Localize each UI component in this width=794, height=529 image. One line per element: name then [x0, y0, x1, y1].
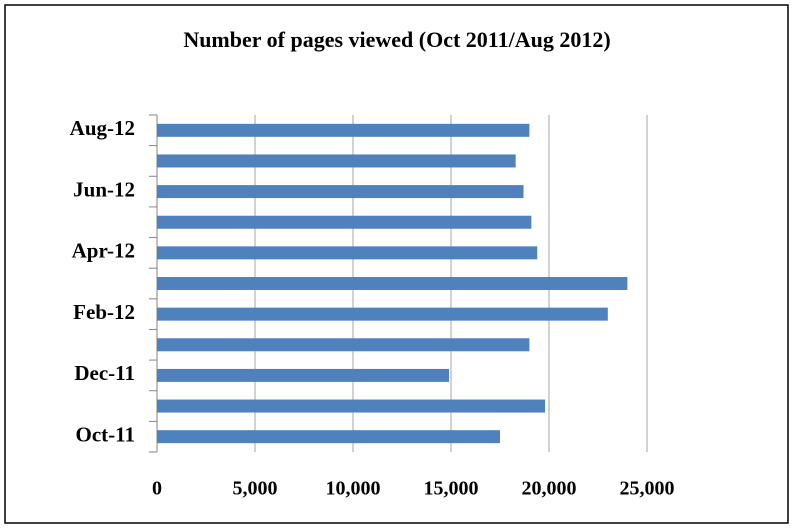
bar — [157, 430, 500, 444]
bar — [157, 338, 530, 352]
y-tick-label: Oct-11 — [76, 422, 135, 446]
bar — [157, 215, 532, 229]
y-tick-label: Aug-12 — [70, 116, 135, 140]
bar — [157, 368, 450, 382]
bar — [157, 307, 608, 321]
x-tick-label: 20,000 — [522, 478, 577, 500]
bar — [157, 154, 516, 168]
x-tick-label: 5,000 — [233, 478, 278, 500]
y-tick-label: Dec-11 — [74, 361, 135, 385]
y-tick-label: Apr-12 — [72, 239, 135, 263]
y-tick-label: Feb-12 — [73, 300, 135, 324]
chart-title: Number of pages viewed (Oct 2011/Aug 201… — [183, 27, 610, 52]
x-tick-label: 0 — [152, 478, 162, 500]
x-tick-label: 25,000 — [620, 478, 675, 500]
x-tick-label: 10,000 — [326, 478, 381, 500]
y-tick-label: Jun-12 — [73, 177, 135, 201]
bar — [157, 277, 628, 290]
bar — [157, 123, 530, 137]
x-tick-label: 15,000 — [424, 478, 479, 500]
bar — [157, 185, 524, 199]
bar — [157, 246, 538, 260]
bar — [157, 399, 546, 413]
